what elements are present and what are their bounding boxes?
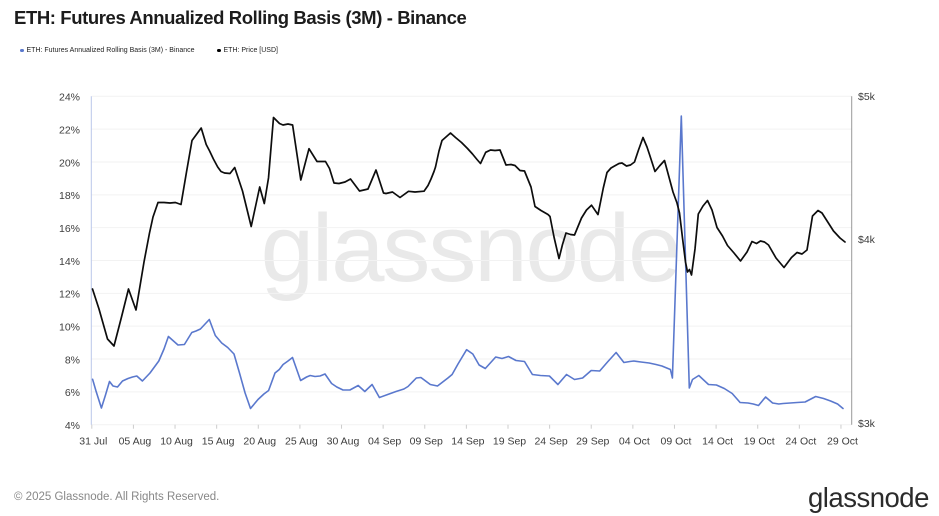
svg-text:24 Oct: 24 Oct xyxy=(785,436,816,448)
svg-text:14 Sep: 14 Sep xyxy=(451,436,484,448)
svg-text:30 Aug: 30 Aug xyxy=(327,436,360,448)
svg-text:14%: 14% xyxy=(59,256,80,268)
svg-text:04 Oct: 04 Oct xyxy=(619,436,650,448)
svg-text:19 Oct: 19 Oct xyxy=(744,436,775,448)
svg-text:29 Sep: 29 Sep xyxy=(576,436,609,448)
svg-text:29 Oct: 29 Oct xyxy=(827,436,858,448)
svg-text:8%: 8% xyxy=(65,354,80,366)
svg-text:20%: 20% xyxy=(59,157,80,169)
svg-text:24 Sep: 24 Sep xyxy=(534,436,567,448)
svg-text:18%: 18% xyxy=(59,190,80,202)
svg-text:6%: 6% xyxy=(65,387,80,399)
svg-text:25 Aug: 25 Aug xyxy=(285,436,318,448)
svg-text:glassnode: glassnode xyxy=(261,195,680,302)
svg-text:22%: 22% xyxy=(59,124,80,136)
svg-text:$5k: $5k xyxy=(858,91,876,103)
svg-text:09 Oct: 09 Oct xyxy=(661,436,692,448)
svg-text:10%: 10% xyxy=(59,321,80,333)
svg-text:20 Aug: 20 Aug xyxy=(243,436,276,448)
svg-text:31 Jul: 31 Jul xyxy=(79,436,107,448)
svg-text:14 Oct: 14 Oct xyxy=(702,436,733,448)
svg-text:12%: 12% xyxy=(59,289,80,301)
svg-text:4%: 4% xyxy=(65,420,80,432)
svg-text:04 Sep: 04 Sep xyxy=(368,436,401,448)
svg-text:$4k: $4k xyxy=(858,234,876,246)
svg-text:05 Aug: 05 Aug xyxy=(119,436,152,448)
svg-text:24%: 24% xyxy=(59,92,80,104)
svg-text:15 Aug: 15 Aug xyxy=(202,436,235,448)
svg-text:$3k: $3k xyxy=(858,418,876,430)
svg-text:16%: 16% xyxy=(59,223,80,235)
svg-text:10 Aug: 10 Aug xyxy=(160,436,193,448)
svg-text:09 Sep: 09 Sep xyxy=(410,436,443,448)
svg-text:19 Sep: 19 Sep xyxy=(493,436,526,448)
